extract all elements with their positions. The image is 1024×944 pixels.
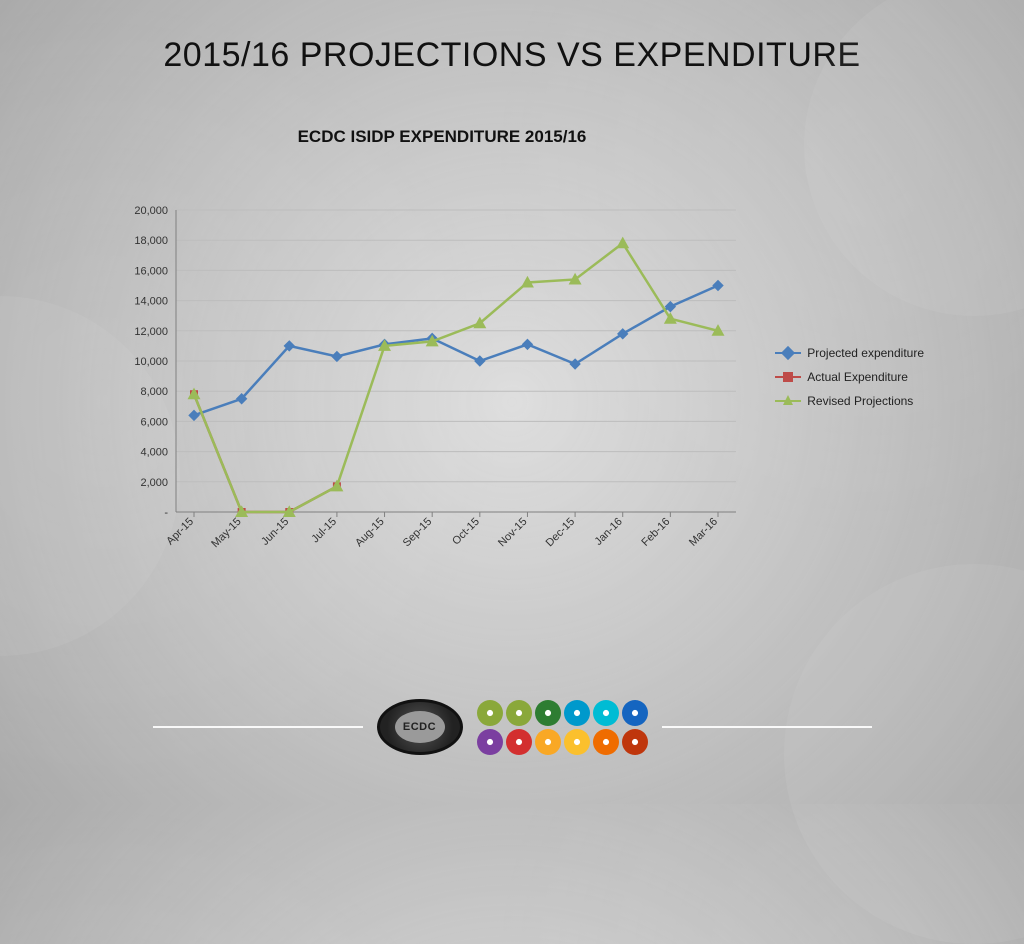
svg-text:14,000: 14,000 [134,296,168,308]
legend-label: Actual Expenditure [807,370,908,384]
legend-label: Projected expenditure [807,346,924,360]
ecdc-logo: ECDC [377,699,463,755]
svg-text:Sep-15: Sep-15 [401,516,435,550]
footer-icon [477,700,503,726]
svg-text:Feb-16: Feb-16 [639,516,672,549]
chart-legend: Projected expenditure Actual Expenditure R… [775,346,924,418]
svg-text:-: - [164,507,168,519]
ecdc-logo-text: ECDC [395,711,445,743]
legend-item: Revised Projections [775,394,924,408]
svg-text:4,000: 4,000 [140,447,168,459]
footer-icon [564,729,590,755]
footer-rule [662,726,872,728]
legend-item: Actual Expenditure [775,370,924,384]
footer: ECDC [0,692,1024,762]
footer-icon [506,729,532,755]
expenditure-chart: - 2,000 4,000 6,000 8,000 10,000 12,000 14,000 1… [122,196,902,626]
svg-text:8,000: 8,000 [140,386,168,398]
footer-icon-grid [477,700,648,755]
svg-text:Jul-15: Jul-15 [309,516,339,546]
svg-text:Mar-16: Mar-16 [687,516,720,549]
svg-text:Aug-15: Aug-15 [353,516,387,550]
footer-icon [535,729,561,755]
svg-text:Jan-16: Jan-16 [593,516,625,548]
svg-text:12,000: 12,000 [134,326,168,338]
footer-rule [153,726,363,728]
svg-text:10,000: 10,000 [134,356,168,368]
footer-logos: ECDC [377,699,648,755]
legend-item: Projected expenditure [775,346,924,360]
svg-text:6,000: 6,000 [140,416,168,428]
svg-text:Apr-15: Apr-15 [164,516,196,548]
svg-text:Nov-15: Nov-15 [496,516,530,550]
svg-text:Dec-15: Dec-15 [544,516,578,550]
svg-text:16,000: 16,000 [134,265,168,277]
svg-text:2,000: 2,000 [140,477,168,489]
footer-icon [593,700,619,726]
svg-text:Oct-15: Oct-15 [450,516,482,548]
footer-icon [593,729,619,755]
svg-text:Jun-15: Jun-15 [259,516,291,548]
legend-label: Revised Projections [807,394,913,408]
footer-icon [622,700,648,726]
footer-icon [506,700,532,726]
svg-text:May-15: May-15 [209,516,243,550]
footer-icon [477,729,503,755]
footer-icon [564,700,590,726]
footer-icon [622,729,648,755]
svg-text:20,000: 20,000 [134,205,168,217]
footer-icon [535,700,561,726]
svg-text:18,000: 18,000 [134,235,168,247]
